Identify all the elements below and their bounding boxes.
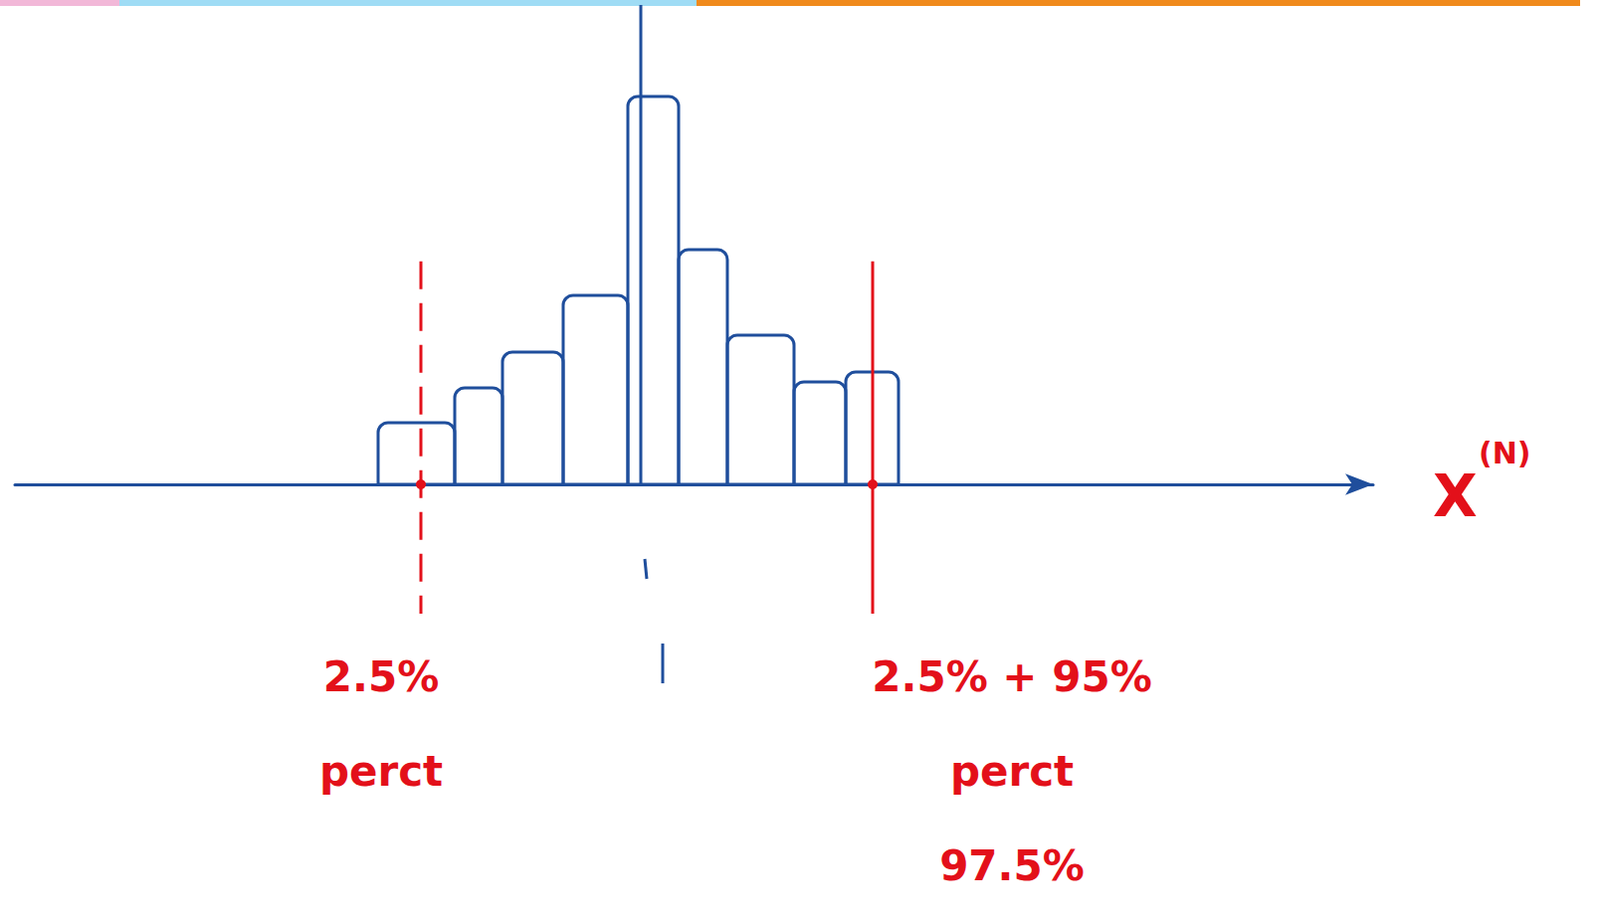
- svg-text:(N): (N): [1478, 435, 1532, 471]
- svg-text:2.5% + 95%: 2.5% + 95%: [871, 652, 1152, 702]
- svg-text:perct: perct: [319, 747, 443, 797]
- svg-text:2.5%: 2.5%: [323, 652, 439, 702]
- svg-text:97.5%: 97.5%: [939, 841, 1085, 891]
- svg-text:perct: perct: [950, 747, 1074, 797]
- svg-text:X: X: [1432, 462, 1478, 531]
